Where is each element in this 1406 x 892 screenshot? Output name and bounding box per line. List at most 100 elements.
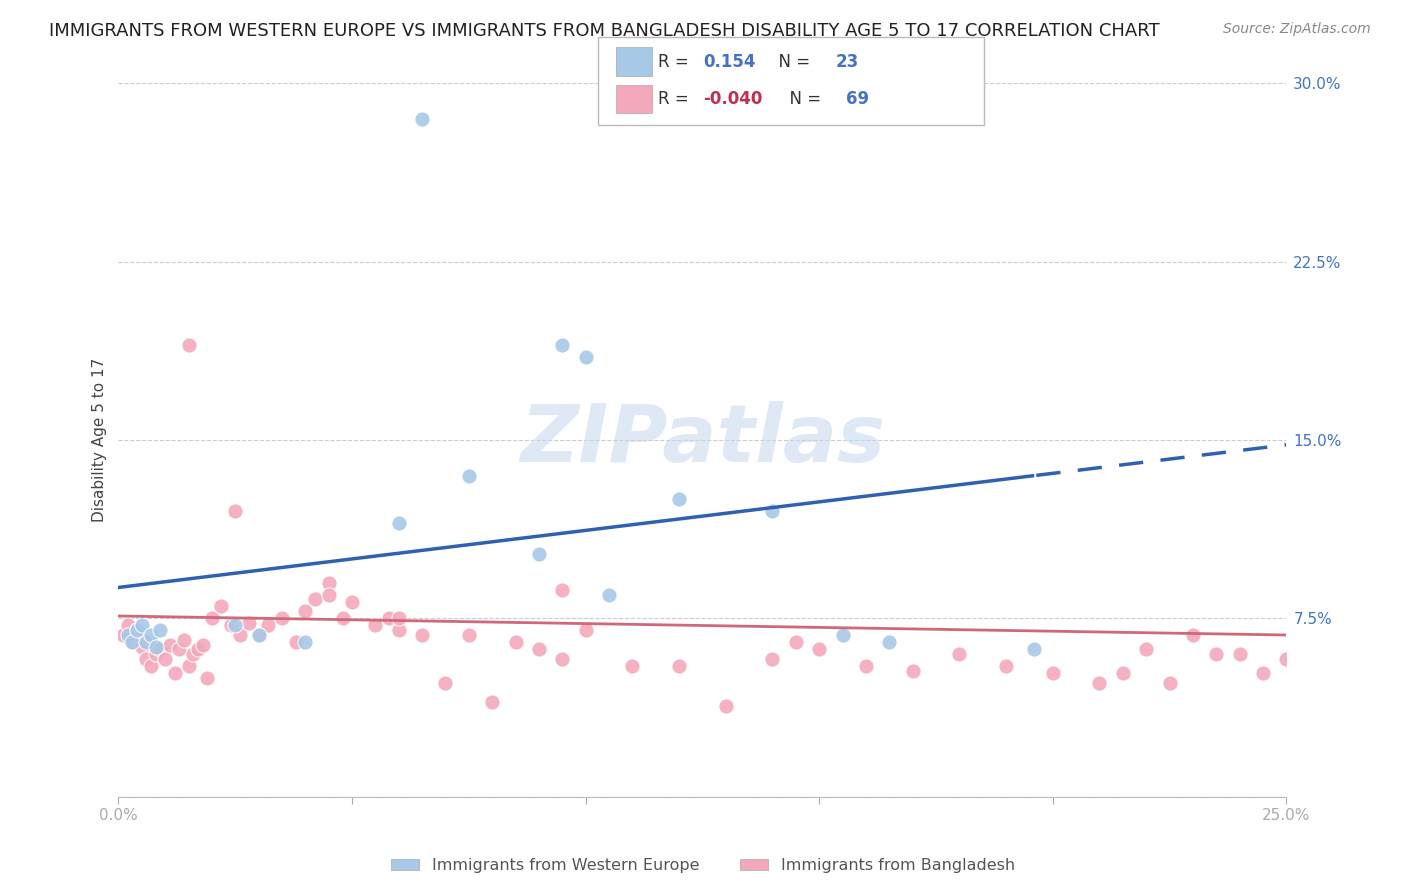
Point — [173, 632, 195, 647]
Point — [785, 635, 807, 649]
Point — [995, 659, 1018, 673]
Point — [135, 652, 157, 666]
Legend: Immigrants from Western Europe, Immigrants from Bangladesh: Immigrants from Western Europe, Immigran… — [384, 852, 1022, 880]
Point — [901, 664, 924, 678]
Text: -0.040: -0.040 — [703, 90, 762, 108]
Point — [831, 628, 853, 642]
Point — [527, 547, 550, 561]
Point — [294, 604, 316, 618]
Point — [457, 468, 479, 483]
Text: N =: N = — [768, 53, 815, 70]
Point — [388, 516, 411, 531]
Point — [167, 642, 190, 657]
Point — [1088, 675, 1111, 690]
Point — [153, 652, 176, 666]
Point — [181, 647, 204, 661]
Text: R =: R = — [658, 53, 695, 70]
Point — [304, 592, 326, 607]
Text: IMMIGRANTS FROM WESTERN EUROPE VS IMMIGRANTS FROM BANGLADESH DISABILITY AGE 5 TO: IMMIGRANTS FROM WESTERN EUROPE VS IMMIGR… — [49, 22, 1160, 40]
Point — [284, 635, 307, 649]
Point — [761, 652, 783, 666]
Y-axis label: Disability Age 5 to 17: Disability Age 5 to 17 — [93, 358, 107, 522]
Point — [163, 666, 186, 681]
Point — [187, 642, 209, 657]
Point — [209, 599, 232, 614]
Point — [247, 628, 270, 642]
Point — [195, 671, 218, 685]
Point — [668, 492, 690, 507]
Point — [149, 642, 172, 657]
Point — [1135, 642, 1157, 657]
Point — [575, 350, 598, 364]
Point — [145, 647, 167, 661]
Point — [191, 638, 214, 652]
Text: 23: 23 — [835, 53, 859, 70]
Point — [131, 640, 153, 654]
Point — [318, 588, 340, 602]
Point — [1275, 652, 1298, 666]
Point — [139, 659, 162, 673]
Point — [714, 699, 737, 714]
Point — [1251, 666, 1274, 681]
Point — [621, 659, 644, 673]
Text: 69: 69 — [846, 90, 869, 108]
Point — [131, 618, 153, 632]
Text: R =: R = — [658, 90, 695, 108]
Point — [457, 628, 479, 642]
Point — [177, 338, 200, 352]
Point — [117, 618, 139, 632]
Point — [388, 624, 411, 638]
Point — [139, 628, 162, 642]
Point — [219, 618, 242, 632]
Point — [434, 675, 457, 690]
Text: ZIPatlas: ZIPatlas — [520, 401, 884, 479]
Point — [388, 611, 411, 625]
Point — [294, 635, 316, 649]
Point — [229, 628, 252, 642]
Point — [159, 638, 181, 652]
Point — [238, 616, 260, 631]
Point — [668, 659, 690, 673]
Point — [127, 624, 149, 638]
Point — [855, 659, 877, 673]
Point — [1042, 666, 1064, 681]
Point — [1112, 666, 1135, 681]
Point — [271, 611, 294, 625]
Point — [1159, 675, 1181, 690]
Point — [948, 647, 970, 661]
Point — [332, 611, 354, 625]
Point — [1022, 642, 1045, 657]
Text: N =: N = — [779, 90, 827, 108]
Point — [598, 588, 620, 602]
Point — [1181, 628, 1204, 642]
Point — [575, 624, 598, 638]
Point — [145, 640, 167, 654]
Point — [1229, 647, 1251, 661]
Point — [1205, 647, 1227, 661]
Point — [177, 659, 200, 673]
Point — [551, 652, 574, 666]
Point — [340, 595, 363, 609]
Point — [808, 642, 831, 657]
Text: Source: ZipAtlas.com: Source: ZipAtlas.com — [1223, 22, 1371, 37]
Point — [505, 635, 527, 649]
Point — [121, 635, 143, 649]
Point — [127, 624, 149, 638]
Point — [247, 628, 270, 642]
Point — [121, 635, 143, 649]
Point — [411, 112, 433, 127]
Point — [527, 642, 550, 657]
Point — [149, 624, 172, 638]
Point — [761, 504, 783, 518]
Point — [224, 504, 246, 518]
Point — [378, 611, 401, 625]
Point — [117, 628, 139, 642]
Text: 0.154: 0.154 — [703, 53, 755, 70]
Point — [364, 618, 387, 632]
Point — [877, 635, 900, 649]
Point — [201, 611, 224, 625]
Point — [318, 575, 340, 590]
Point — [551, 582, 574, 597]
Point — [257, 618, 280, 632]
Point — [112, 628, 135, 642]
